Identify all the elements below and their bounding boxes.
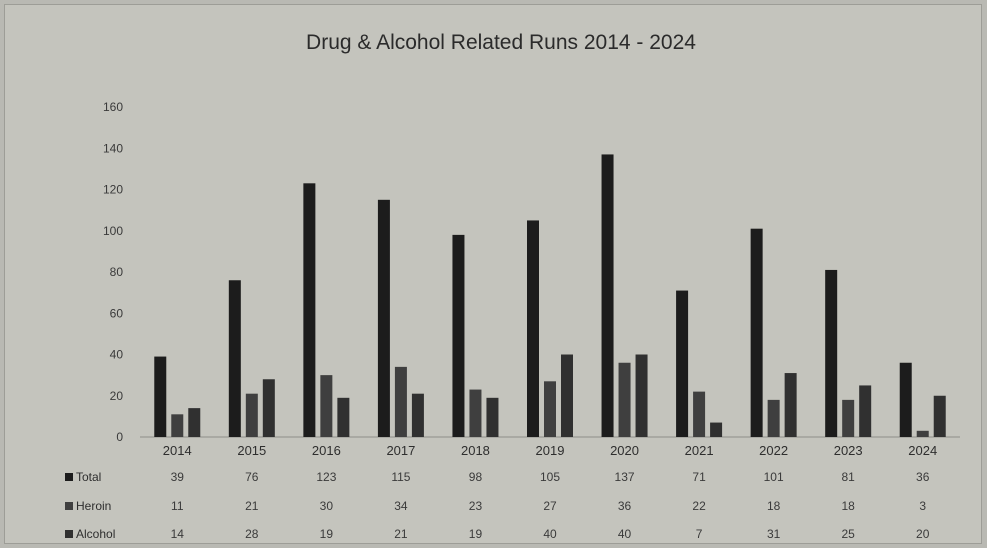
bar-total-2021 bbox=[676, 290, 689, 437]
table-cell-heroin: 18 bbox=[842, 499, 856, 513]
table-cell-total: 115 bbox=[391, 470, 410, 484]
bar-heroin-2014 bbox=[171, 414, 184, 437]
table-cell-heroin: 27 bbox=[543, 499, 557, 513]
table-cell-heroin: 21 bbox=[245, 499, 259, 513]
data-table: 2014 2015 2016 2017 2018 2019 2020 2021 2022 2023… bbox=[65, 443, 937, 541]
bar-alcohol-2019 bbox=[561, 354, 573, 437]
bar-alcohol-2017 bbox=[411, 393, 424, 437]
legend-label-alcohol: Alcohol bbox=[76, 527, 115, 541]
y-tick-label: 100 bbox=[103, 224, 123, 238]
table-cell-total: 36 bbox=[916, 470, 930, 484]
bar-heroin-2024 bbox=[916, 430, 929, 437]
table-cell-alcohol: 19 bbox=[469, 527, 483, 541]
chart-frame: Drug & Alcohol Related Runs 2014 - 2024 … bbox=[4, 4, 982, 544]
table-cell-alcohol: 7 bbox=[696, 527, 703, 541]
x-tick-label: 2024 bbox=[908, 443, 937, 458]
legend-label-heroin: Heroin bbox=[76, 499, 111, 513]
table-cell-heroin: 30 bbox=[320, 499, 334, 513]
table-cell-total: 98 bbox=[469, 470, 483, 484]
table-cell-heroin: 22 bbox=[692, 499, 706, 513]
table-cell-alcohol: 21 bbox=[394, 527, 408, 541]
table-cell-total: 123 bbox=[316, 470, 336, 484]
table-cell-alcohol: 20 bbox=[916, 527, 930, 541]
bar-alcohol-2014 bbox=[188, 408, 201, 437]
x-tick-label: 2019 bbox=[536, 443, 565, 458]
table-cell-total: 105 bbox=[540, 470, 560, 484]
table-cell-alcohol: 31 bbox=[767, 527, 781, 541]
bar-heroin-2016 bbox=[320, 375, 333, 437]
bar-heroin-2023 bbox=[842, 399, 855, 437]
table-cell-total: 81 bbox=[842, 470, 856, 484]
x-tick-label: 2018 bbox=[461, 443, 490, 458]
bar-alcohol-2022 bbox=[784, 373, 797, 437]
table-cell-total: 101 bbox=[764, 470, 784, 484]
table-cell-alcohol: 25 bbox=[842, 527, 856, 541]
y-axis-ticks: 0 20 40 60 80 100 120 140 160 bbox=[103, 100, 123, 444]
table-cell-heroin: 18 bbox=[767, 499, 781, 513]
bar-total-2017 bbox=[377, 199, 390, 437]
x-tick-label: 2016 bbox=[312, 443, 341, 458]
table-cell-total: 137 bbox=[615, 470, 635, 484]
bar-heroin-2019 bbox=[544, 381, 556, 437]
x-tick-label: 2021 bbox=[685, 443, 714, 458]
bar-heroin-2021 bbox=[693, 391, 706, 437]
x-tick-label: 2014 bbox=[163, 443, 192, 458]
bar-total-2014 bbox=[154, 356, 167, 437]
bar-total-2015 bbox=[228, 280, 241, 437]
bar-alcohol-2023 bbox=[859, 385, 872, 437]
y-tick-label: 80 bbox=[110, 265, 124, 279]
bar-total-2023 bbox=[825, 269, 838, 437]
table-cell-heroin: 34 bbox=[394, 499, 408, 513]
y-tick-label: 140 bbox=[103, 141, 123, 155]
bar-alcohol-2024 bbox=[933, 395, 946, 437]
bar-heroin-2018 bbox=[469, 389, 482, 437]
x-tick-label: 2015 bbox=[237, 443, 266, 458]
y-tick-label: 120 bbox=[103, 183, 123, 197]
x-tick-label: 2017 bbox=[386, 443, 415, 458]
y-tick-label: 160 bbox=[103, 100, 123, 114]
legend-swatch-alcohol bbox=[65, 530, 73, 538]
table-cell-alcohol: 28 bbox=[245, 527, 259, 541]
table-cell-heroin: 11 bbox=[171, 499, 184, 513]
y-tick-label: 20 bbox=[110, 389, 124, 403]
bar-heroin-2015 bbox=[245, 393, 258, 437]
bar-alcohol-2016 bbox=[337, 397, 350, 437]
table-cell-alcohol: 19 bbox=[320, 527, 334, 541]
bar-alcohol-2015 bbox=[262, 379, 275, 437]
y-tick-label: 60 bbox=[110, 306, 124, 320]
table-cell-total: 39 bbox=[171, 470, 185, 484]
bar-chart: Drug & Alcohol Related Runs 2014 - 2024 … bbox=[65, 31, 960, 541]
y-tick-label: 0 bbox=[116, 430, 123, 444]
legend-label-total: Total bbox=[76, 470, 101, 484]
bar-total-2019 bbox=[527, 220, 539, 437]
legend-swatch-heroin bbox=[65, 502, 73, 510]
table-cell-alcohol: 40 bbox=[543, 527, 557, 541]
bar-total-2018 bbox=[452, 234, 465, 437]
x-tick-label: 2020 bbox=[610, 443, 639, 458]
bar-total-2020 bbox=[601, 154, 614, 437]
chart-title: Drug & Alcohol Related Runs 2014 - 2024 bbox=[306, 31, 696, 54]
x-tick-label: 2023 bbox=[834, 443, 863, 458]
bar-heroin-2020 bbox=[618, 362, 631, 437]
bar-heroin-2017 bbox=[394, 366, 407, 437]
table-cell-total: 71 bbox=[692, 470, 706, 484]
table-cell-alcohol: 14 bbox=[171, 527, 185, 541]
y-tick-label: 40 bbox=[110, 348, 124, 362]
bar-total-2022 bbox=[750, 228, 763, 437]
bar-alcohol-2018 bbox=[486, 397, 499, 437]
legend-swatch-total bbox=[65, 473, 73, 481]
table-cell-heroin: 36 bbox=[618, 499, 632, 513]
table-cell-total: 76 bbox=[245, 470, 259, 484]
bar-heroin-2022 bbox=[767, 399, 780, 437]
bar-alcohol-2021 bbox=[710, 422, 723, 437]
table-cell-alcohol: 40 bbox=[618, 527, 632, 541]
table-cell-heroin: 3 bbox=[919, 499, 926, 513]
bars-group bbox=[154, 154, 946, 437]
bar-alcohol-2020 bbox=[635, 354, 648, 437]
table-cell-heroin: 23 bbox=[469, 499, 483, 513]
bar-total-2016 bbox=[303, 183, 316, 437]
bar-total-2024 bbox=[899, 362, 912, 437]
x-tick-label: 2022 bbox=[759, 443, 788, 458]
